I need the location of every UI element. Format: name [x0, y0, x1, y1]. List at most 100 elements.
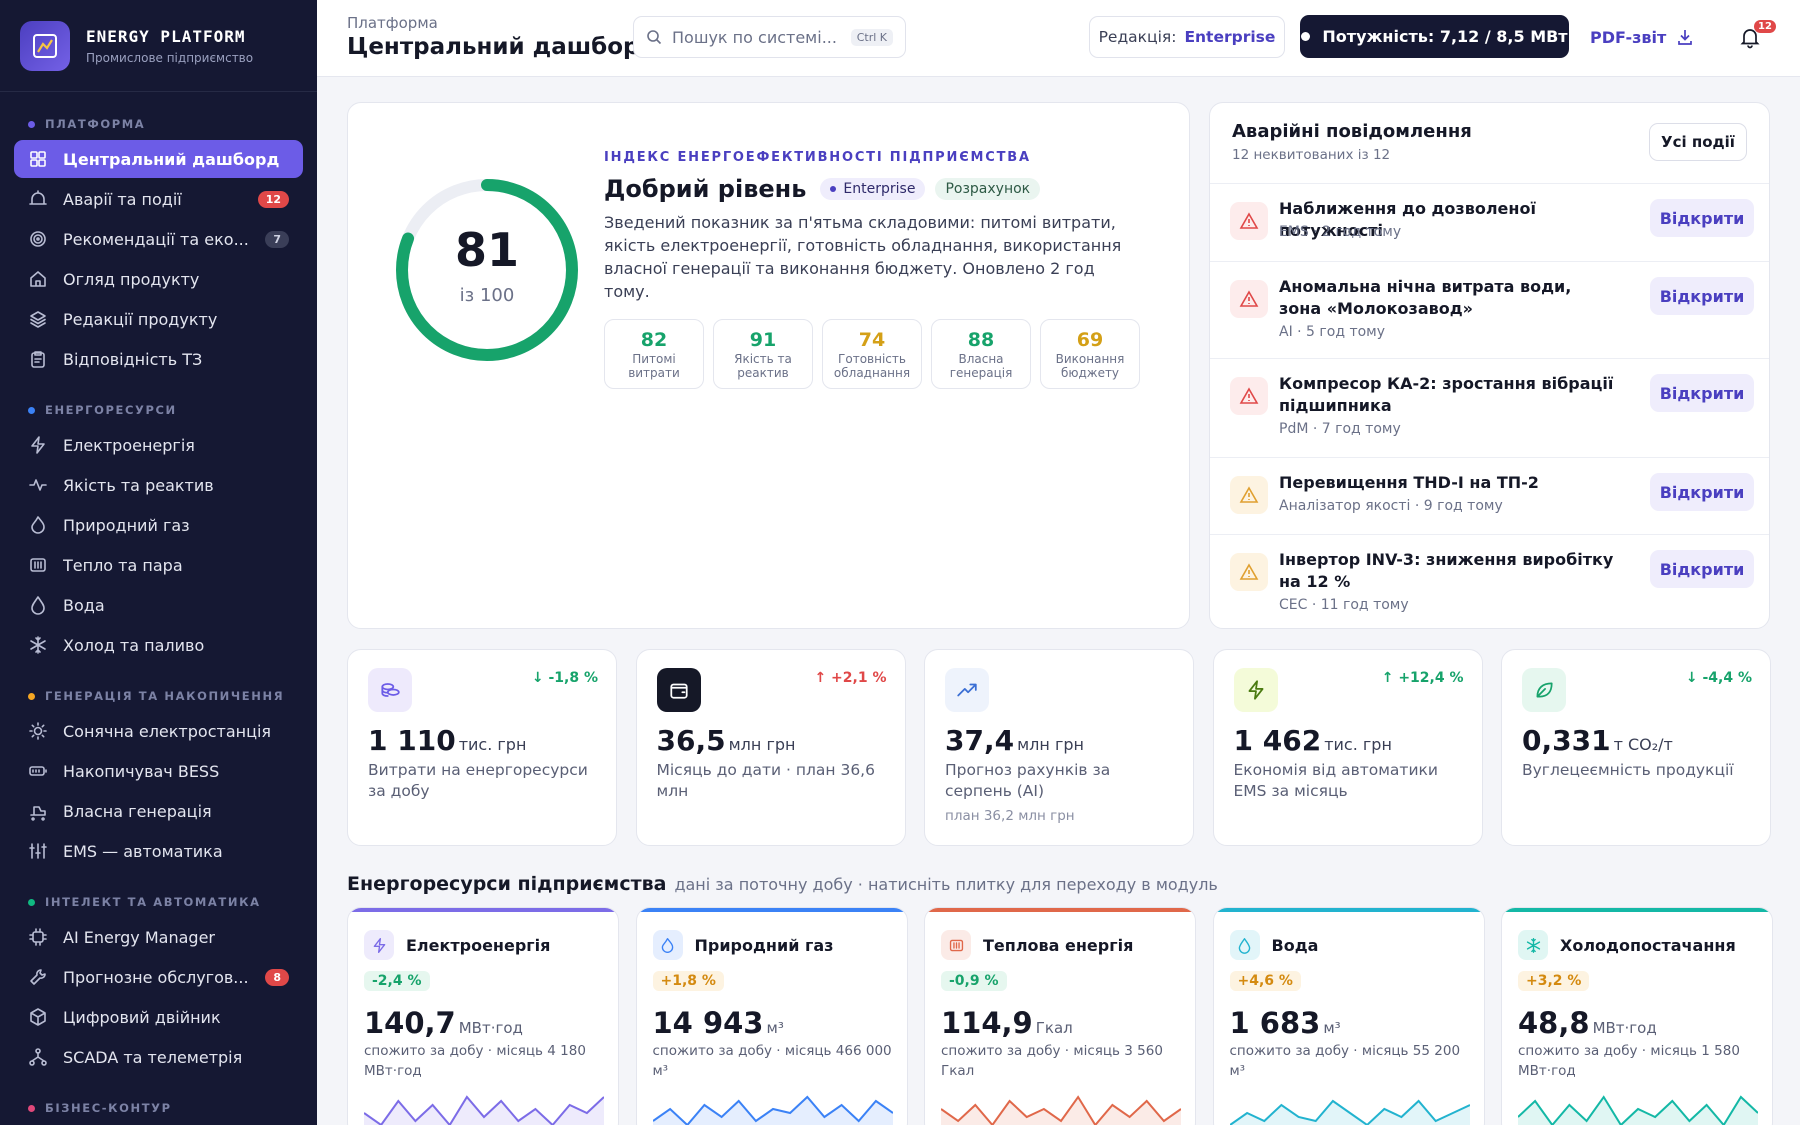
all-events-button[interactable]: Усі події [1649, 123, 1747, 161]
sidebar-item[interactable]: Тепло та пара [14, 546, 303, 584]
resource-change: -0,9 % [941, 971, 1007, 991]
kpi-trend: ↑ +12,4 % [1381, 670, 1464, 686]
edition-label: Редакція: [1098, 28, 1177, 46]
search-input[interactable]: Пошук по системі... Ctrl K [633, 16, 906, 58]
alert-row[interactable]: Перевищення THD-I на ТП-2 Аналізатор якос… [1210, 457, 1769, 534]
sidebar-item[interactable]: AI Energy Manager [14, 918, 303, 956]
search-placeholder: Пошук по системі... [672, 27, 837, 47]
component-value: 69 [1076, 329, 1104, 351]
resource-unit: МВт·год [458, 1019, 523, 1037]
edition-selector[interactable]: Редакція: Enterprise [1089, 16, 1285, 58]
resource-name: Вода [1271, 936, 1319, 955]
resource-tile[interactable]: Холодопостачання +3,2 % 48,8 МВт·год спожито… [1501, 907, 1773, 1125]
sidebar-item[interactable]: Центральний дашборд [14, 140, 303, 178]
efficiency-description: Зведений показник за п'ятьма складовими:… [604, 213, 1122, 301]
resource-change: +4,6 % [1229, 971, 1301, 991]
sidebar-item[interactable]: Відповідність ТЗ [14, 340, 303, 378]
efficiency-card: 81 із 100 ІНДЕКС ЕНЕРГОЕФЕКТИВНОСТІ ПІДП… [347, 102, 1190, 629]
efficiency-component[interactable]: 74 Готовність обладнання [822, 319, 922, 389]
sidebar-item[interactable]: Цифровий двійник [14, 998, 303, 1036]
resource-tile[interactable]: Вода +4,6 % 1 683 м³ спожито за добу · місяц… [1212, 907, 1485, 1125]
sidebar-item-label: Накопичувач BESS [63, 761, 220, 781]
open-alert-button[interactable]: Відкрити [1650, 473, 1754, 511]
sidebar-item[interactable]: Огляд продукту [14, 260, 303, 298]
sidebar-item[interactable]: Власна генерація [14, 792, 303, 830]
alert-row[interactable]: Компресор КА-2: зростання вібрації підши… [1210, 358, 1769, 457]
sidebar-item-label: AI Energy Manager [63, 927, 215, 947]
calc-tag: Розрахунок [935, 178, 1041, 200]
open-alert-button[interactable]: Відкрити [1650, 374, 1754, 412]
efficiency-component[interactable]: 88 Власна генерація [931, 319, 1031, 389]
alert-meta: Аналізатор якості · 9 год тому [1279, 498, 1503, 514]
alert-title: Наближення до дозволеної потужності [1279, 199, 1536, 240]
kpi-unit: млн грн [728, 735, 796, 754]
breadcrumb[interactable]: Платформа [347, 14, 438, 32]
sidebar-item[interactable]: Вода [14, 586, 303, 624]
sidebar-item-label: Якість та реактив [63, 475, 214, 495]
sidebar-nav: ПЛАТФОРМА Центральний дашборд Аварії та по… [0, 110, 317, 1122]
pdf-report-button[interactable]: PDF-звіт [1590, 16, 1694, 58]
open-alert-button[interactable]: Відкрити [1650, 277, 1754, 315]
sun-icon [29, 722, 47, 740]
sidebar-item[interactable]: Природний газ [14, 506, 303, 544]
kpi-card[interactable]: ↑ +12,4 % 1 462 тис. грн Економія від автом… [1212, 649, 1483, 846]
alert-meta: AI · 5 год тому [1279, 324, 1386, 340]
resource-name: Холодопостачання [1560, 936, 1736, 955]
sidebar-item[interactable]: EMS — автоматика [14, 832, 303, 870]
efficiency-component[interactable]: 69 Виконання бюджету [1040, 319, 1140, 389]
kpi-card[interactable]: 37,4 млн грн Прогноз рахунків за серпень (… [924, 649, 1194, 846]
efficiency-gauge: 81 із 100 [392, 175, 582, 365]
sidebar-item[interactable]: SCADA та телеметрія [14, 1038, 303, 1076]
notifications-button[interactable]: 12 [1738, 20, 1776, 53]
sidebar-item-label: Холод та паливо [63, 635, 205, 655]
resource-tile[interactable]: Електроенергія -2,4 % 140,7 МВт·год спожито … [347, 907, 619, 1125]
network-icon [29, 1048, 47, 1066]
sidebar-item[interactable]: Накопичувач BESS [14, 752, 303, 790]
grid-icon [30, 151, 46, 167]
resource-description: спожито за добу · місяць 1 580 МВт·год [1518, 1043, 1740, 1079]
brand[interactable]: ENERGY PLATFORM Промислове підприємство [0, 0, 317, 92]
efficiency-component[interactable]: 82 Питомі витрати [604, 319, 704, 389]
battery-icon [29, 766, 47, 776]
kpi-card[interactable]: ↑ +2,1 % 36,5 млн грн Місяць до дати · план… [635, 649, 906, 846]
sidebar-item-label: Електроенергія [63, 435, 195, 455]
kpi-card[interactable]: ↓ -4,4 % 0,331 т CO₂/т Вуглецеємність проду… [1501, 649, 1771, 846]
kpi-card[interactable]: ↓ -1,8 % 1 110 тис. грн Витрати на енергоре… [347, 649, 617, 846]
cube-icon [30, 1008, 46, 1026]
home-icon [30, 271, 46, 287]
efficiency-component[interactable]: 91 Якість та реактив [713, 319, 813, 389]
kpi-icon [945, 668, 989, 712]
resource-value-row: 140,7 МВт·год [364, 1006, 523, 1040]
sidebar-item-badge: 12 [257, 190, 289, 208]
warning-icon [1230, 476, 1268, 514]
sidebar-item[interactable]: Прогнозне обслугов... 8 [14, 958, 303, 996]
resource-tile[interactable]: Теплова енергія -0,9 % 114,9 Гкал спожито за… [924, 907, 1196, 1125]
layers-icon [30, 311, 46, 328]
sidebar-item-badge: 7 [265, 230, 289, 248]
resource-description: спожито за добу · місяць 55 200 м³ [1229, 1043, 1461, 1079]
alert-row[interactable]: Наближення до дозволеної потужності EMS ·… [1210, 183, 1769, 261]
sidebar-item[interactable]: Якість та реактив [14, 466, 303, 504]
component-label: Виконання бюджету [1055, 352, 1125, 380]
kpi-value: 37,4 [945, 724, 1015, 757]
resource-name: Природний газ [694, 936, 834, 955]
sidebar-item[interactable]: Редакції продукту [14, 300, 303, 338]
open-alert-button[interactable]: Відкрити [1650, 199, 1754, 237]
coins-icon [381, 683, 400, 697]
resource-tile[interactable]: Природний газ +1,8 % 14 943 м³ спожито за до… [635, 907, 908, 1125]
sidebar-item-label: Центральний дашборд [63, 149, 280, 169]
sidebar-section: БІЗНЕС-КОНТУР [0, 1094, 317, 1122]
alert-row[interactable]: Аномальна нічна витрата води, зона «Моло… [1210, 261, 1769, 358]
resource-sparkline [1518, 1095, 1758, 1125]
open-alert-button[interactable]: Відкрити [1650, 550, 1754, 588]
power-indicator[interactable]: Потужність: 7,12 / 8,5 МВт [1300, 15, 1569, 58]
sidebar-item[interactable]: Рекомендації та еко... 7 [14, 220, 303, 258]
kpi-unit: т CO₂/т [1613, 735, 1673, 754]
resource-icon [1229, 930, 1260, 960]
alert-row[interactable]: Інвертор INV-3: зниження виробітку на 12… [1210, 534, 1769, 628]
sidebar-item[interactable]: Сонячна електростанція [14, 712, 303, 750]
sidebar-item[interactable]: Електроенергія [14, 426, 303, 464]
sidebar-item[interactable]: Холод та паливо [14, 626, 303, 664]
sidebar-item[interactable]: Аварії та події 12 [14, 180, 303, 218]
section-dot-icon [28, 898, 35, 906]
